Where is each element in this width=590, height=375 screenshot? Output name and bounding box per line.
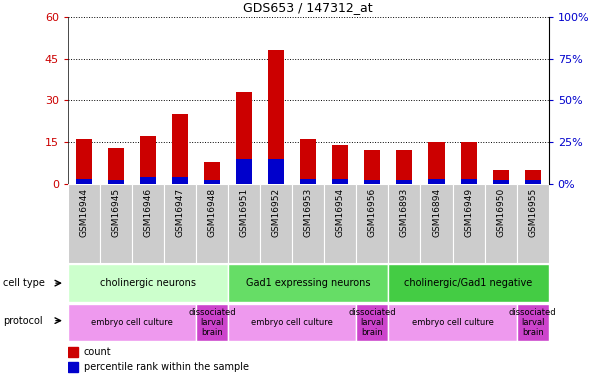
- Text: GSM16946: GSM16946: [143, 188, 152, 237]
- Bar: [228, 264, 388, 302]
- Bar: [493, 170, 509, 184]
- Bar: [164, 184, 196, 262]
- Text: dissociated
larval
brain: dissociated larval brain: [509, 308, 556, 338]
- Text: GSM16947: GSM16947: [176, 188, 185, 237]
- Bar: [525, 170, 540, 184]
- Bar: [196, 304, 228, 341]
- Bar: [76, 139, 92, 184]
- Bar: [396, 180, 412, 184]
- Bar: [300, 179, 316, 184]
- Bar: [517, 184, 549, 262]
- Bar: [365, 180, 381, 184]
- Bar: [196, 184, 228, 262]
- Text: GSM16945: GSM16945: [112, 188, 120, 237]
- Bar: [68, 184, 100, 262]
- Bar: [204, 180, 220, 184]
- Bar: [428, 142, 444, 184]
- Bar: [388, 304, 517, 341]
- Text: embryo cell culture: embryo cell culture: [412, 318, 493, 327]
- Bar: [236, 159, 252, 184]
- Bar: [300, 139, 316, 184]
- Bar: [461, 142, 477, 184]
- Bar: [108, 148, 124, 184]
- Bar: [68, 304, 196, 341]
- Text: count: count: [84, 347, 112, 357]
- Text: protocol: protocol: [3, 316, 42, 326]
- Text: GSM16954: GSM16954: [336, 188, 345, 237]
- Bar: [324, 184, 356, 262]
- Text: percentile rank within the sample: percentile rank within the sample: [84, 362, 249, 372]
- Text: GSM16955: GSM16955: [528, 188, 537, 237]
- Text: Gad1 expressing neurons: Gad1 expressing neurons: [246, 278, 371, 288]
- Bar: [396, 150, 412, 184]
- Bar: [356, 304, 388, 341]
- Bar: [228, 184, 260, 262]
- Text: GSM16944: GSM16944: [80, 188, 88, 237]
- Bar: [461, 179, 477, 184]
- Bar: [388, 184, 421, 262]
- Text: embryo cell culture: embryo cell culture: [91, 318, 173, 327]
- Bar: [76, 179, 92, 184]
- Text: GSM16893: GSM16893: [400, 188, 409, 237]
- Bar: [365, 150, 381, 184]
- Bar: [332, 179, 348, 184]
- Bar: [356, 184, 388, 262]
- Text: GSM16953: GSM16953: [304, 188, 313, 237]
- Bar: [525, 180, 540, 184]
- Text: cholinergic/Gad1 negative: cholinergic/Gad1 negative: [404, 278, 533, 288]
- Bar: [268, 159, 284, 184]
- Text: cell type: cell type: [3, 278, 45, 288]
- Text: dissociated
larval
brain: dissociated larval brain: [188, 308, 236, 338]
- Text: GSM16948: GSM16948: [208, 188, 217, 237]
- Text: GSM16951: GSM16951: [240, 188, 248, 237]
- Text: GSM16950: GSM16950: [496, 188, 505, 237]
- Text: dissociated
larval
brain: dissociated larval brain: [349, 308, 396, 338]
- Text: cholinergic neurons: cholinergic neurons: [100, 278, 196, 288]
- Bar: [140, 177, 156, 184]
- Bar: [292, 184, 325, 262]
- Bar: [68, 347, 78, 357]
- Bar: [453, 184, 484, 262]
- Bar: [268, 50, 284, 184]
- Bar: [493, 180, 509, 184]
- Bar: [172, 177, 188, 184]
- Text: GSM16956: GSM16956: [368, 188, 377, 237]
- Bar: [236, 92, 252, 184]
- Bar: [421, 184, 453, 262]
- Text: GSM16952: GSM16952: [272, 188, 281, 237]
- Text: GSM16949: GSM16949: [464, 188, 473, 237]
- Bar: [140, 136, 156, 184]
- Bar: [388, 264, 549, 302]
- Bar: [68, 362, 78, 372]
- Title: GDS653 / 147312_at: GDS653 / 147312_at: [244, 2, 373, 14]
- Bar: [172, 114, 188, 184]
- Bar: [484, 184, 517, 262]
- Bar: [517, 304, 549, 341]
- Text: GSM16894: GSM16894: [432, 188, 441, 237]
- Bar: [204, 162, 220, 184]
- Bar: [100, 184, 132, 262]
- Bar: [428, 179, 444, 184]
- Bar: [68, 264, 228, 302]
- Bar: [332, 145, 348, 184]
- Bar: [132, 184, 164, 262]
- Bar: [260, 184, 292, 262]
- Text: embryo cell culture: embryo cell culture: [251, 318, 333, 327]
- Bar: [228, 304, 356, 341]
- Bar: [108, 180, 124, 184]
